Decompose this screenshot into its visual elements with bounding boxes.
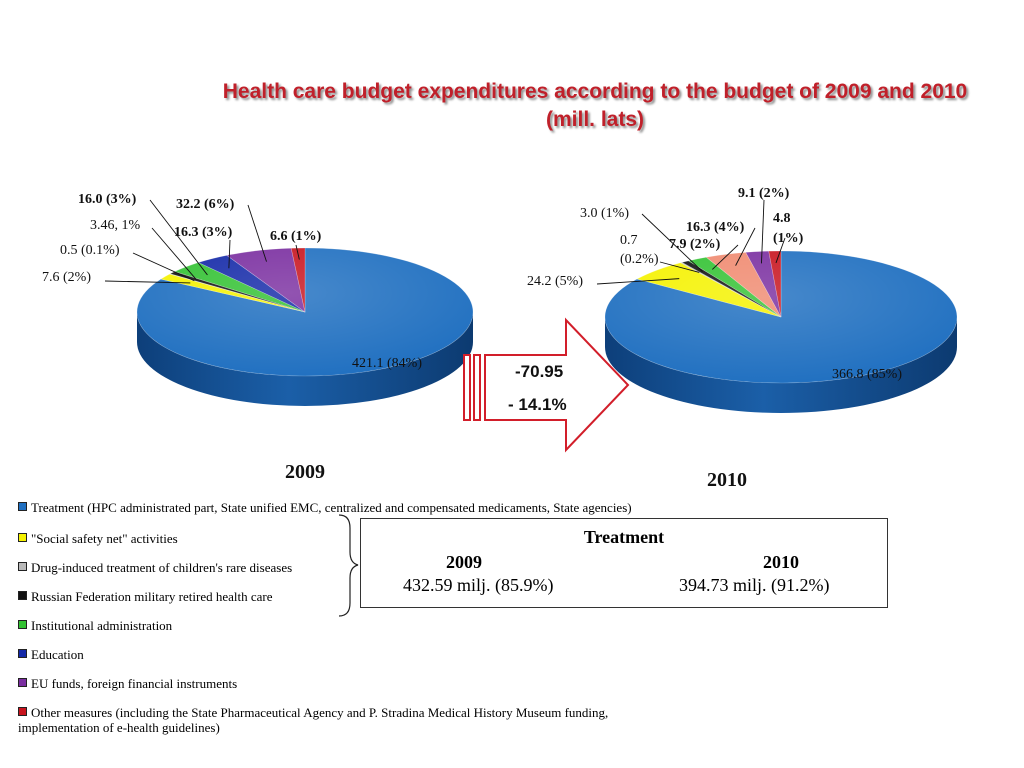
pie-side-slice (137, 312, 473, 406)
legend-swatch (18, 649, 27, 658)
leader-line (735, 227, 756, 266)
legend-item-institutional: Institutional administration (18, 618, 678, 633)
year-label-2009: 2009 (285, 461, 325, 483)
treatment-box-value-2009: 432.59 milj. (85.9%) (403, 575, 554, 595)
pie-labels-2009: 421.1 (84%) 7.6 (2%) 0.5 (0.1%) 3.46, 1% 16.… (42, 192, 422, 371)
change-percent: - 14.1% (508, 395, 567, 414)
legend-swatch (18, 678, 27, 687)
legend-label: Institutional administration (31, 618, 173, 633)
legend-item-other: Other measures (including the State Phar… (18, 705, 678, 735)
legend-label: "Social safety net" activities (31, 531, 178, 546)
legend-label: EU funds, foreign financial instruments (31, 676, 238, 691)
pie-gloss (605, 251, 957, 383)
legend-item-treatment: Treatment (HPC administrated part, State… (18, 500, 678, 515)
data-label: 9.1 (2%) (738, 186, 790, 201)
legend-item-education: Education (18, 647, 678, 662)
leader-line (247, 204, 267, 262)
pie-chart-2009: 421.1 (84%) 7.6 (2%) 0.5 (0.1%) 3.46, 1% 16.… (42, 192, 474, 406)
arrow-bar-2 (473, 354, 481, 421)
legend-swatch (18, 707, 27, 716)
data-label: 3.0 (1%) (580, 206, 629, 221)
data-label: 7.6 (2%) (42, 270, 91, 285)
legend-item-russian: Russian Federation military retired heal… (18, 589, 678, 604)
data-label: 6.6 (1%) (270, 229, 322, 244)
legend-brace (338, 514, 359, 617)
year-label-2010: 2010 (707, 469, 747, 491)
treatment-box-year-2009: 2009 (446, 552, 482, 572)
pie-side-slice (605, 317, 957, 413)
data-label: (0.2%) (620, 252, 659, 267)
treatment-box-title: Treatment (583, 527, 665, 547)
treatment-box-value-2010: 394.73 milj. (91.2%) (679, 575, 830, 595)
leader-line (149, 199, 208, 276)
leader-line (596, 278, 680, 285)
chart-title-line1: Health care budget expenditures accordin… (222, 80, 968, 103)
leader-line (659, 261, 700, 273)
leader-line (228, 239, 231, 269)
data-label: 3.46, 1% (90, 218, 141, 233)
arrow-shape (484, 317, 630, 453)
legend-swatch (18, 533, 27, 542)
legend-label: Other measures (including the State Phar… (18, 705, 609, 735)
pie-side-2010 (605, 317, 957, 413)
pie-top-2009 (136, 247, 474, 377)
legend-swatch (18, 562, 27, 571)
pie-side-2009 (137, 312, 473, 406)
data-label: 16.0 (3%) (78, 192, 137, 207)
legend-label: Drug-induced treatment of children's rar… (31, 560, 293, 575)
legend-item-social: "Social safety net" activities (18, 531, 678, 546)
change-absolute: -70.95 (515, 362, 563, 381)
leader-line (761, 199, 765, 264)
pie-labels-2010: 366.8 (85%) 24.2 (5%) 0.7 (0.2%) 3.0 (1%) 7.9… (527, 186, 902, 382)
leader-line (295, 244, 300, 260)
legend-label: Russian Federation military retired heal… (31, 589, 273, 604)
legend-swatch (18, 591, 27, 600)
data-label: 24.2 (5%) (527, 274, 583, 289)
legend-swatch (18, 620, 27, 629)
data-label: (1%) (773, 231, 804, 246)
leader-line (641, 213, 703, 272)
leader-line (775, 237, 786, 264)
data-label: 366.8 (85%) (832, 367, 902, 382)
chart-title-line2: (mill. lats) (545, 108, 645, 131)
legend-label: Education (31, 647, 84, 662)
arrow-bar-1 (463, 354, 471, 421)
leader-line (151, 227, 197, 281)
change-arrow: -70.95 - 14.1% (463, 317, 630, 453)
legend-item-eu: EU funds, foreign financial instruments (18, 676, 678, 691)
leader-line (104, 280, 191, 284)
legend-swatch (18, 502, 27, 511)
data-label: 0.5 (0.1%) (60, 243, 120, 258)
leader-line (712, 244, 739, 270)
data-label: 0.7 (620, 233, 638, 248)
pie-top-2010 (604, 250, 958, 384)
data-label: 16.3 (4%) (686, 220, 745, 235)
legend-item-drug: Drug-induced treatment of children's rar… (18, 560, 678, 575)
treatment-comparison-box: Treatment 2009 2010 432.59 milj. (85.9%)… (360, 518, 888, 608)
legend-label: Treatment (HPC administrated part, State… (31, 500, 632, 515)
data-label: 421.1 (84%) (352, 356, 422, 371)
chart-title: Health care budget expenditures accordin… (190, 78, 1000, 134)
pie-gloss (137, 248, 473, 376)
data-label: 16.3 (3%) (174, 225, 233, 240)
treatment-box-year-2010: 2010 (763, 552, 799, 572)
data-label: 4.8 (773, 211, 791, 226)
data-label: 32.2 (6%) (176, 197, 235, 212)
leader-line (132, 252, 195, 282)
data-label: 7.9 (2%) (669, 237, 721, 252)
pie-chart-2010: 366.8 (85%) 24.2 (5%) 0.7 (0.2%) 3.0 (1%) 7.9… (527, 186, 958, 413)
